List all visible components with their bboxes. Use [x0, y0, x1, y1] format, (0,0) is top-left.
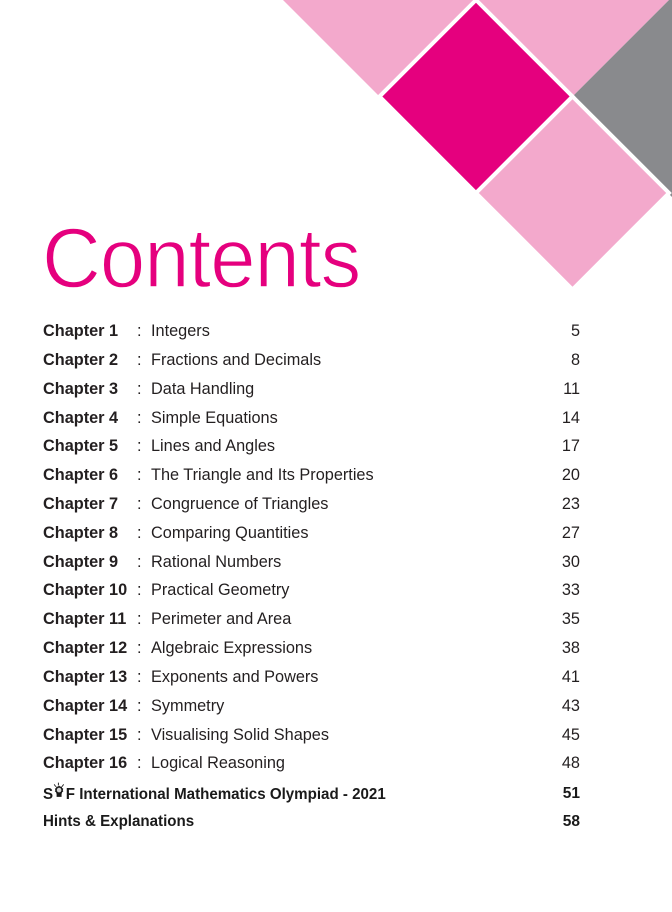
svg-text:Contents: Contents: [42, 211, 360, 305]
